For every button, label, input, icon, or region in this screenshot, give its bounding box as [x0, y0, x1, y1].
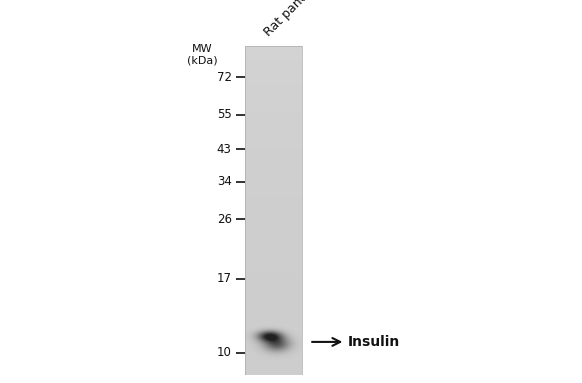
Text: 43: 43 [217, 142, 232, 155]
Text: 34: 34 [217, 175, 232, 188]
Text: 17: 17 [217, 272, 232, 285]
Text: 26: 26 [217, 213, 232, 226]
Bar [246, 46, 303, 375]
Text: Rat pancreas: Rat pancreas [262, 0, 329, 39]
Text: 72: 72 [217, 70, 232, 83]
Text: 10: 10 [217, 346, 232, 359]
Text: Insulin: Insulin [312, 335, 400, 349]
Text: 55: 55 [217, 108, 232, 121]
Text: MW
(kDa): MW (kDa) [187, 44, 218, 66]
